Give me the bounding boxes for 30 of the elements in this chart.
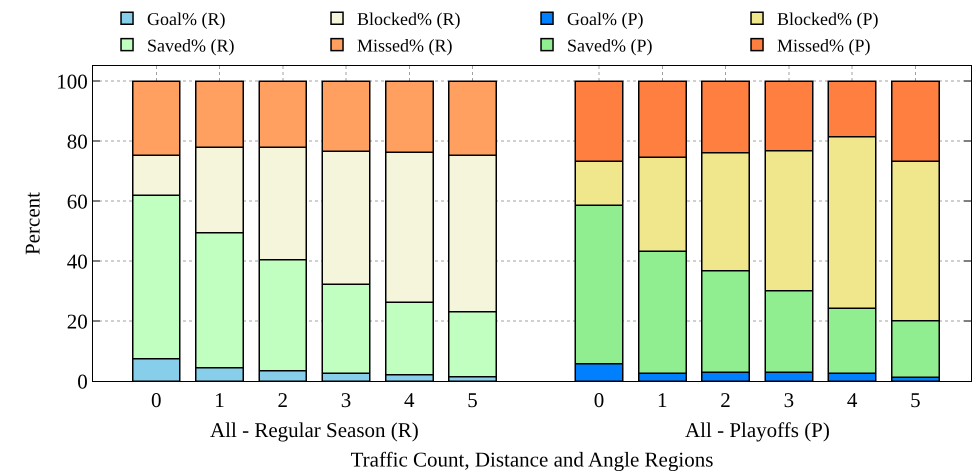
legend-label: Goal% (P) [567,9,644,30]
x-tick-label: 0 [594,388,604,412]
y-tick-label: 0 [77,369,88,394]
text: All - Regular Season (R) [210,418,419,442]
x-tick-label: 5 [910,388,921,412]
x-tick-label: 1 [657,388,668,412]
x-tick-label: 3 [784,388,794,412]
legend-label: Missed% (R) [357,36,453,56]
y-tick-label: 60 [66,189,88,214]
legend-label: Saved% (P) [567,36,653,56]
y-tick-label: 100 [56,69,88,94]
x-tick-label: 1 [214,388,225,412]
x-tick-label: 4 [846,388,858,412]
x-tick-label: 5 [467,388,478,412]
y-tick-label: 20 [66,309,88,334]
legend-label: Missed% (P) [777,36,871,56]
legend-label: Blocked% (P) [777,9,879,30]
x-tick-label: 3 [340,388,352,412]
y-axis-title: Percent [20,192,44,255]
y-tick-label: 40 [66,249,88,274]
y-tick-label: 80 [66,129,88,154]
x-tick-label: 2 [278,388,288,412]
legend-label: Saved% (R) [147,36,235,56]
x-tick-label: 0 [151,388,162,412]
x-axis-title: Traffic Count, Distance and Angle Regions [350,447,714,472]
x-tick-label: 2 [720,388,731,412]
text: All - Playoffs (P) [685,418,830,442]
legend-label: Blocked% (R) [357,9,461,30]
x-tick-label: 4 [404,388,416,412]
legend-label: Goal% (R) [147,9,226,30]
